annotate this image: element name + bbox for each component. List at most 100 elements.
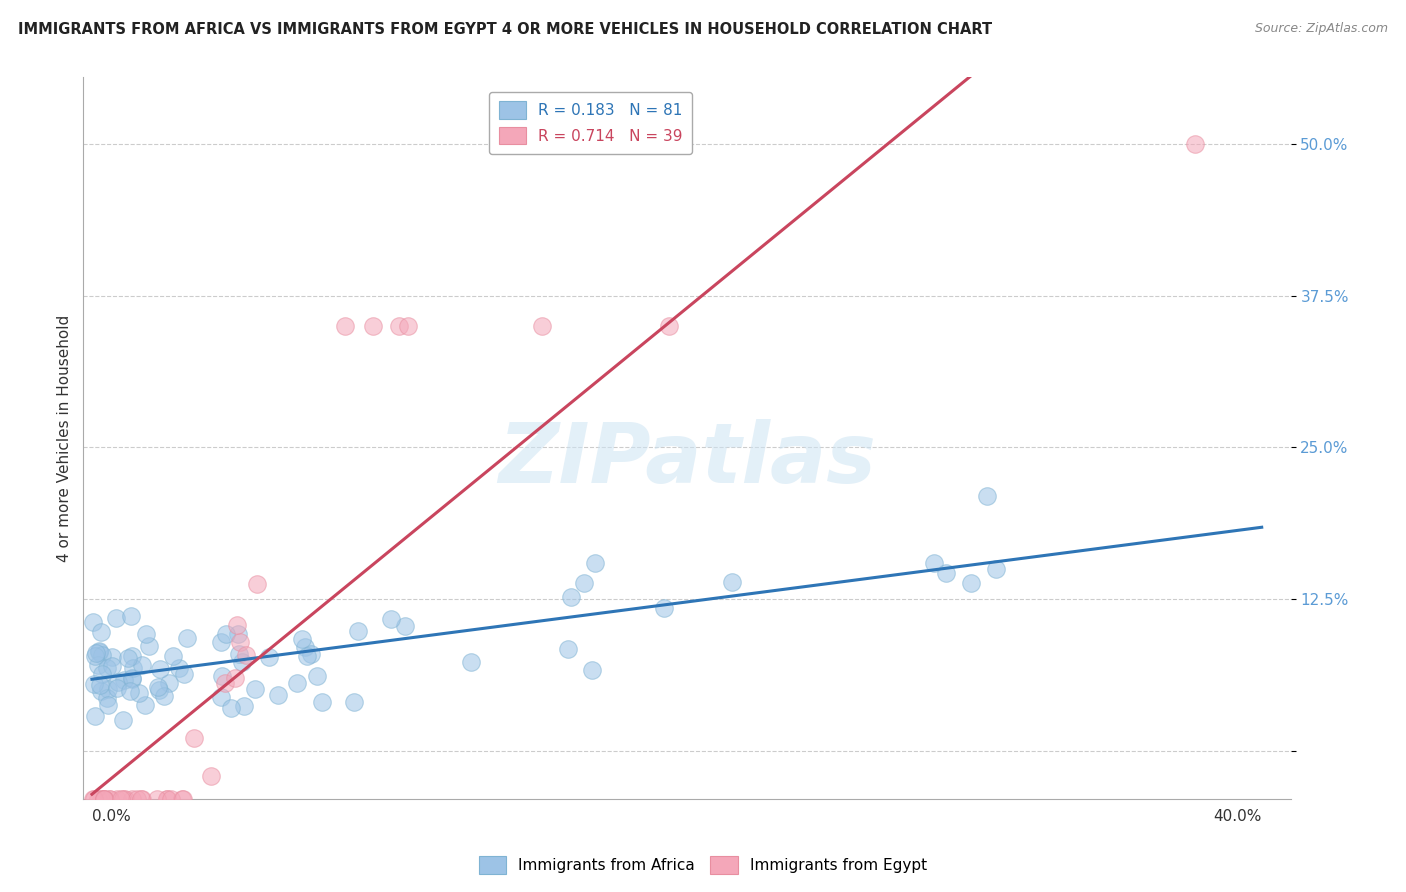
Point (232, 698, 254, 713)
Point (221, 701, 243, 715)
Point (172, 792, 194, 806)
Point (311, 696, 333, 710)
Point (347, 624, 370, 638)
Point (121, 648, 143, 663)
Point (120, 609, 142, 624)
Point (83, 648, 105, 663)
Point (959, 576, 981, 591)
Point (560, 590, 582, 604)
Text: IMMIGRANTS FROM AFRICA VS IMMIGRANTS FROM EGYPT 4 OR MORE VEHICLES IN HOUSEHOLD : IMMIGRANTS FROM AFRICA VS IMMIGRANTS FRO… (18, 22, 993, 37)
Point (82, 792, 104, 806)
Point (226, 626, 249, 640)
Point (134, 698, 156, 713)
Point (96, 660, 118, 674)
Point (291, 632, 314, 647)
Point (97, 698, 120, 713)
Legend: Immigrants from Africa, Immigrants from Egypt: Immigrants from Africa, Immigrants from … (472, 850, 934, 880)
Point (112, 714, 135, 728)
Point (89, 645, 111, 659)
Point (173, 666, 195, 681)
Point (986, 562, 1008, 576)
Point (90, 792, 112, 806)
Point (89, 677, 111, 691)
Point (90, 684, 112, 698)
Point (343, 695, 366, 709)
Point (224, 671, 246, 685)
Point (114, 792, 136, 806)
Point (215, 627, 238, 641)
Point (176, 632, 198, 646)
Point (156, 792, 179, 806)
Point (305, 669, 328, 683)
Point (294, 640, 316, 655)
Point (148, 683, 170, 698)
Point (183, 731, 205, 745)
Point (129, 792, 152, 806)
Point (100, 659, 122, 673)
Point (121, 671, 143, 685)
Text: 0.0%: 0.0% (91, 809, 131, 824)
Point (91, 648, 114, 663)
Point (117, 651, 139, 665)
Point (145, 792, 167, 806)
Y-axis label: 4 or more Vehicles in Household: 4 or more Vehicles in Household (58, 315, 72, 562)
Point (105, 681, 128, 695)
Point (160, 792, 183, 806)
Point (235, 648, 257, 662)
Point (118, 684, 141, 698)
Point (83, 792, 105, 806)
Point (581, 663, 603, 677)
Point (200, 769, 222, 783)
Point (976, 489, 998, 503)
Point (363, 319, 385, 334)
Point (98, 792, 121, 806)
Point (583, 556, 606, 570)
Point (121, 792, 143, 806)
Point (105, 611, 128, 625)
Point (396, 319, 419, 334)
Text: Source: ZipAtlas.com: Source: ZipAtlas.com (1254, 22, 1388, 36)
Point (96, 690, 118, 705)
Point (922, 556, 945, 570)
Point (299, 647, 322, 661)
Point (138, 639, 160, 653)
Point (87, 658, 110, 673)
Point (167, 661, 190, 675)
Point (530, 319, 553, 334)
Point (128, 686, 150, 700)
Point (652, 600, 675, 615)
Point (228, 634, 250, 648)
Point (89, 644, 111, 658)
Point (157, 675, 180, 690)
Point (90, 666, 112, 681)
Point (98, 792, 121, 806)
Point (162, 648, 184, 663)
Point (148, 680, 170, 694)
Point (394, 619, 416, 633)
Point (125, 792, 148, 806)
Legend: R = 0.183   N = 81, R = 0.714   N = 39: R = 0.183 N = 81, R = 0.714 N = 39 (489, 92, 692, 153)
Point (134, 626, 156, 640)
Point (226, 618, 249, 632)
Point (152, 689, 174, 703)
Point (1184, 137, 1206, 152)
Point (83, 709, 105, 723)
Text: 40.0%: 40.0% (1213, 809, 1261, 824)
Point (93, 792, 115, 806)
Point (156, 792, 179, 806)
Point (93, 792, 115, 806)
Point (149, 662, 172, 676)
Point (111, 792, 134, 806)
Point (228, 648, 250, 662)
Point (214, 675, 236, 690)
Point (246, 577, 269, 591)
Point (122, 661, 145, 675)
Point (131, 792, 153, 806)
Point (86, 646, 108, 660)
Point (380, 612, 402, 626)
Point (93, 792, 115, 806)
Point (209, 690, 232, 705)
Point (82, 615, 104, 629)
Point (572, 576, 595, 591)
Point (557, 642, 579, 657)
